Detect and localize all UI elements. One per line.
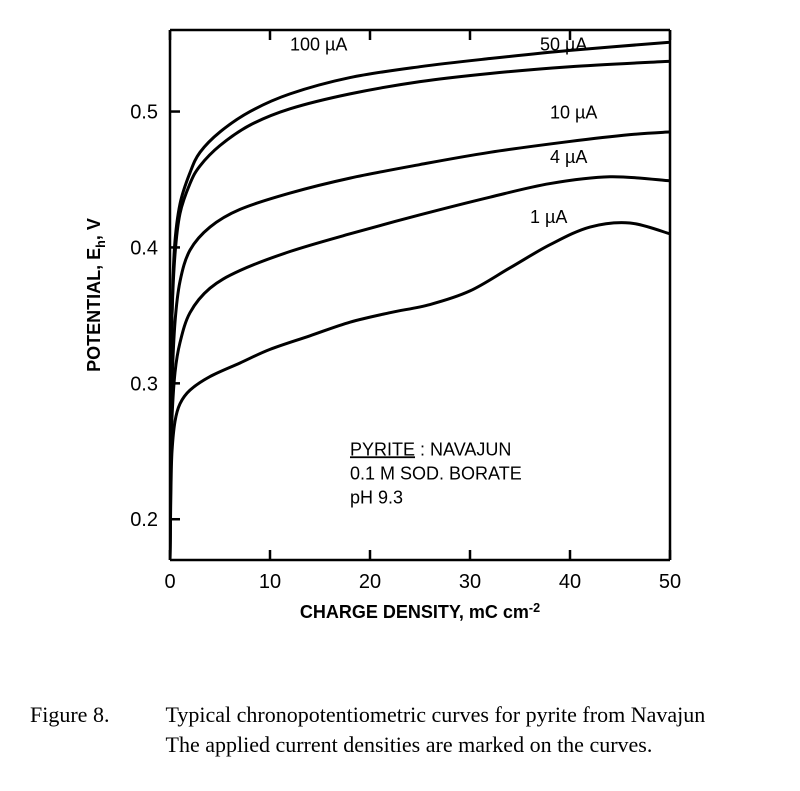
legend-line3: pH 9.3: [350, 487, 403, 507]
legend-line1: PYRITE : NAVAJUN: [350, 439, 511, 459]
curve-4uA: [170, 177, 670, 560]
figure-caption: Figure 8. Typical chronopotentiometric c…: [30, 700, 770, 759]
svg-text:0.3: 0.3: [130, 373, 158, 395]
curve-label-1uA: 1 µA: [530, 207, 567, 227]
caption-line2: The applied current densities are marked…: [166, 732, 653, 757]
svg-text:0.4: 0.4: [130, 237, 158, 259]
svg-text:POTENTIAL, Eh, V: POTENTIAL, Eh, V: [84, 218, 108, 372]
svg-text:0.5: 0.5: [130, 102, 158, 124]
curve-label-4uA: 4 µA: [550, 147, 587, 167]
legend-line2: 0.1 M SOD. BORATE: [350, 463, 522, 483]
curve-1uA: [170, 223, 670, 560]
curve-10uA: [170, 132, 670, 560]
svg-text:CHARGE DENSITY, mC cm-2: CHARGE DENSITY, mC cm-2: [300, 601, 540, 622]
svg-text:40: 40: [559, 571, 581, 593]
chart-svg: 0 10 20 30 40 50 0.2 0.3 0.4 0.5 CHARGE DENSITY, m…: [60, 20, 740, 640]
svg-text:30: 30: [459, 571, 481, 593]
curve-label-10uA: 10 µA: [550, 102, 597, 122]
caption-line1: Typical chronopotentiometric curves for …: [166, 702, 706, 727]
curve-label-50uA: 50 µA: [540, 34, 587, 54]
chart-container: 0 10 20 30 40 50 0.2 0.3 0.4 0.5 CHARGE DENSITY, m…: [60, 20, 740, 640]
curve-label-100uA: 100 µA: [290, 34, 347, 54]
figure-text: Typical chronopotentiometric curves for …: [166, 700, 756, 759]
svg-text:0: 0: [164, 571, 175, 593]
svg-text:10: 10: [259, 571, 281, 593]
svg-text:20: 20: [359, 571, 381, 593]
figure-label: Figure 8.: [30, 700, 160, 730]
svg-text:0.2: 0.2: [130, 509, 158, 531]
svg-text:50: 50: [659, 571, 681, 593]
curve-50uA: [170, 61, 670, 560]
